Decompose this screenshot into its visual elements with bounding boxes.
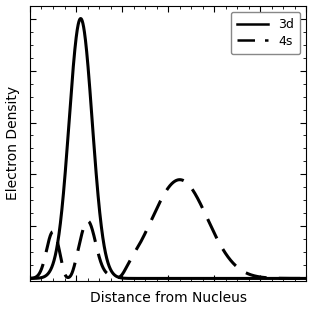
4s bbox=[60, 259, 63, 263]
3d bbox=[60, 211, 63, 215]
4s bbox=[28, 276, 32, 280]
4s bbox=[178, 178, 182, 182]
3d bbox=[134, 276, 138, 280]
4s bbox=[305, 276, 308, 280]
3d bbox=[299, 276, 303, 280]
4s bbox=[146, 225, 150, 229]
3d bbox=[270, 276, 273, 280]
Legend: 3d, 4s: 3d, 4s bbox=[231, 12, 300, 54]
3d bbox=[146, 276, 150, 280]
X-axis label: Distance from Nucleus: Distance from Nucleus bbox=[90, 291, 247, 305]
3d bbox=[28, 276, 32, 280]
4s bbox=[299, 276, 303, 280]
3d bbox=[76, 24, 80, 28]
4s bbox=[270, 276, 273, 280]
4s bbox=[134, 248, 138, 252]
Y-axis label: Electron Density: Electron Density bbox=[6, 86, 20, 200]
3d bbox=[305, 276, 308, 280]
Line: 4s: 4s bbox=[30, 180, 306, 278]
3d bbox=[79, 17, 83, 21]
4s bbox=[76, 249, 80, 253]
Line: 3d: 3d bbox=[30, 19, 306, 278]
